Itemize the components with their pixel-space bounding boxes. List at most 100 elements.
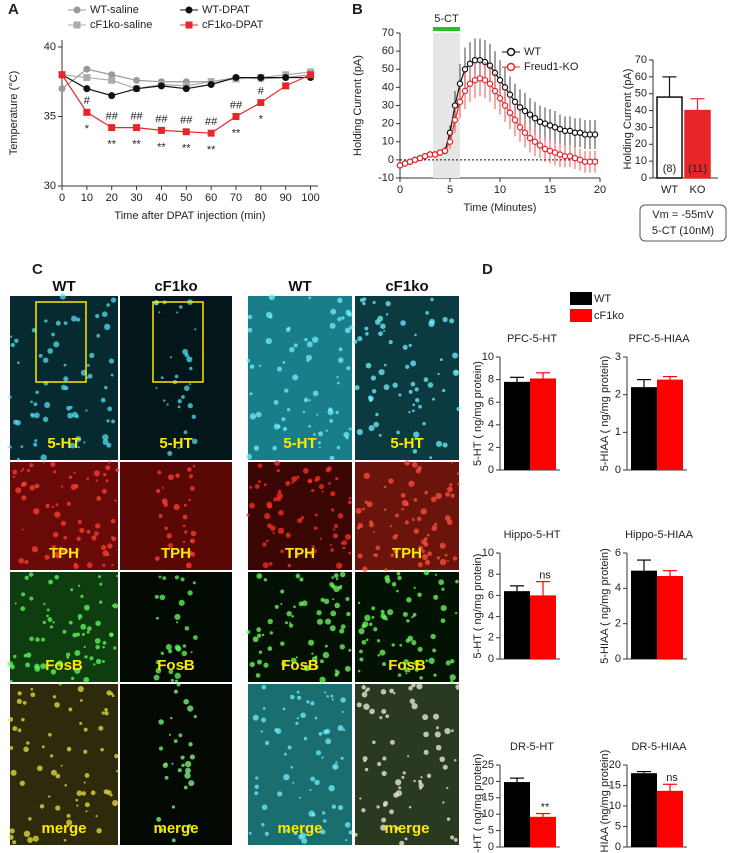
cell — [30, 692, 36, 698]
cell — [52, 621, 55, 624]
cell — [303, 397, 309, 403]
cell — [321, 756, 324, 759]
cell — [286, 408, 291, 412]
cell — [39, 804, 45, 809]
cell — [86, 477, 90, 480]
y-tick-label: 1 — [615, 426, 621, 438]
cell — [325, 429, 328, 432]
cell — [440, 604, 447, 612]
cell — [187, 467, 192, 472]
cell — [340, 541, 344, 545]
cell — [106, 553, 110, 557]
cell — [186, 356, 193, 363]
annotation: ** — [157, 141, 166, 153]
cell — [159, 828, 164, 832]
cell — [28, 572, 34, 577]
point — [486, 80, 494, 87]
cell — [268, 562, 273, 566]
cell — [51, 545, 57, 550]
legend-swatch — [570, 309, 592, 322]
cell — [189, 539, 193, 543]
cell — [304, 337, 308, 342]
x-tick-label: 30 — [130, 192, 142, 204]
cell — [184, 626, 190, 631]
cell — [308, 296, 312, 300]
cell — [164, 775, 169, 780]
point — [461, 66, 469, 73]
cell — [87, 373, 93, 379]
cell — [278, 509, 284, 516]
cell — [401, 507, 404, 511]
cell — [393, 792, 399, 798]
cell — [337, 297, 343, 304]
cell — [41, 637, 45, 642]
cell — [338, 585, 342, 590]
cell — [273, 497, 278, 502]
cell — [42, 620, 46, 625]
cell — [182, 665, 186, 669]
x-tick-label: 80 — [255, 192, 267, 204]
cell — [359, 649, 363, 654]
cell — [400, 493, 406, 498]
cell — [297, 518, 303, 524]
cell — [332, 598, 335, 601]
cell — [366, 687, 370, 692]
cell — [276, 468, 280, 473]
cell — [168, 474, 174, 481]
cell — [382, 615, 388, 621]
cell — [33, 508, 40, 515]
y-tick-label: 0 — [615, 464, 621, 476]
cell — [310, 776, 316, 782]
annotation: ** — [107, 139, 116, 151]
cell — [249, 392, 253, 396]
cell — [359, 797, 362, 800]
cell — [411, 518, 415, 522]
cell — [104, 707, 108, 712]
legend-marker — [185, 21, 193, 29]
row-label: 5-HT — [283, 435, 316, 452]
cell — [391, 582, 397, 587]
cell — [114, 499, 117, 502]
row-label: merge — [384, 820, 429, 837]
cell — [12, 726, 18, 732]
cell — [188, 498, 191, 502]
cell — [324, 691, 327, 694]
cell — [54, 702, 60, 708]
cell — [33, 442, 38, 447]
x-tick-label: 15 — [544, 184, 556, 196]
cell — [44, 401, 51, 408]
cell — [342, 728, 346, 732]
cell — [66, 813, 71, 818]
cell — [9, 335, 13, 338]
y-tick-label: 40 — [44, 41, 56, 53]
cell — [408, 343, 412, 348]
cell — [50, 669, 57, 675]
cell — [336, 376, 339, 379]
cell — [316, 610, 322, 616]
cell — [253, 445, 260, 451]
cell — [323, 729, 328, 735]
cell — [355, 507, 362, 514]
point — [466, 80, 474, 87]
cell — [177, 405, 181, 409]
cell — [111, 419, 115, 424]
cell — [180, 577, 185, 582]
cell — [335, 761, 338, 764]
cell — [287, 745, 292, 750]
cell — [383, 800, 389, 806]
cell — [370, 375, 377, 381]
cell — [174, 672, 181, 679]
cell — [53, 470, 57, 474]
cell — [95, 479, 98, 482]
y-tick-label: 10 — [609, 800, 621, 812]
cell — [334, 669, 338, 672]
cell — [325, 738, 332, 745]
cell — [161, 498, 168, 505]
cell — [364, 614, 371, 622]
cell — [112, 603, 119, 609]
cell — [318, 484, 324, 490]
point — [307, 71, 315, 79]
cell — [73, 471, 76, 474]
cell — [276, 492, 283, 500]
cell — [247, 327, 253, 333]
